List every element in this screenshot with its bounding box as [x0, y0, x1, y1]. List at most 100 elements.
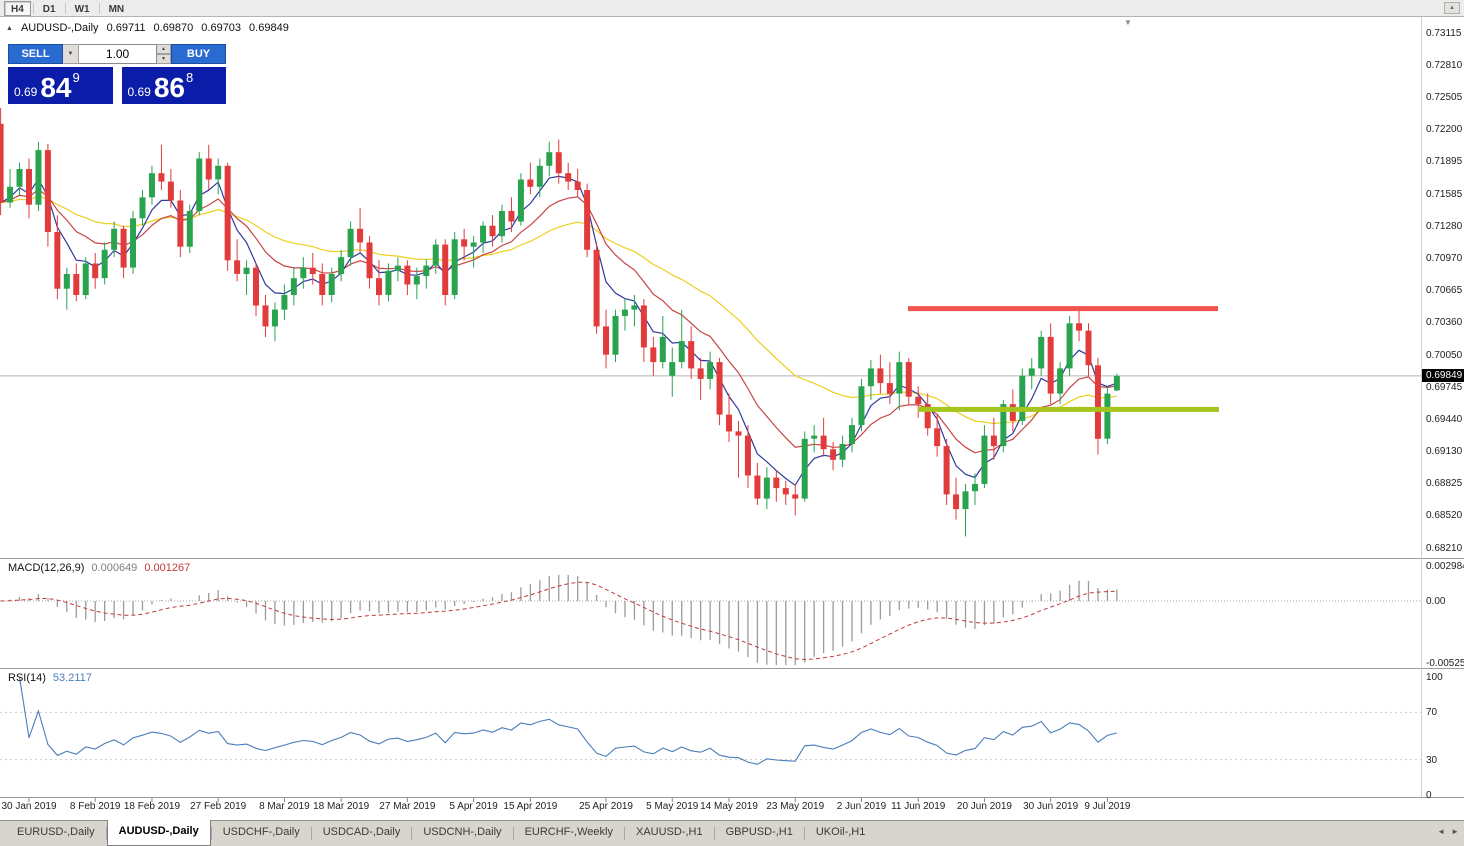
toolbar-separator — [32, 2, 34, 14]
tab-separator — [623, 827, 625, 840]
rsi-axis-label: 70 — [1426, 707, 1438, 719]
bid-price-prefix: 0.69 — [14, 85, 38, 99]
ask-price-big: 86 — [153, 72, 186, 103]
ohlc-open: 0.69711 — [106, 22, 146, 34]
date-axis-label: 23 May 2019 — [766, 801, 825, 812]
price-axis-label: 0.72200 — [1426, 124, 1463, 136]
price-axis-label: 0.72505 — [1426, 92, 1463, 104]
date-axis-label: 5 May 2019 — [646, 801, 699, 812]
tab-usdcnh-daily[interactable]: USDCNH-,Daily — [423, 826, 502, 838]
ohlc-close: 0.69849 — [249, 22, 289, 34]
current-price-badge: 0.69849 — [1422, 369, 1464, 383]
price-axis-label: 0.70970 — [1426, 253, 1463, 265]
symbol-tab-bar: EURUSD-,Daily AUDUSD-,Daily USDCHF-,Daily U… — [0, 820, 1464, 846]
ohlc-high: 0.69870 — [153, 22, 194, 34]
tab-gbpusd-h1[interactable]: GBPUSD-,H1 — [725, 826, 793, 838]
date-axis-label: 25 Apr 2019 — [579, 801, 633, 812]
timeframe-button-w1[interactable]: W1 — [74, 3, 90, 15]
timeframe-button-h4[interactable]: H4 — [4, 0, 31, 16]
tab-scroll-left-icon[interactable]: ◄ — [1437, 827, 1446, 836]
tab-audusd-daily[interactable]: AUDUSD-,Daily — [106, 820, 211, 846]
date-axis-label: 2 Jun 2019 — [836, 801, 887, 812]
date-axis-label: 11 Jun 2019 — [891, 801, 946, 812]
scroll-up-button[interactable]: ▲ — [1444, 2, 1460, 14]
price-axis-label: 0.71585 — [1426, 188, 1463, 200]
timeframe-button-mn[interactable]: MN — [108, 3, 125, 15]
date-axis-label: 30 Jan 2019 — [1, 801, 57, 812]
price-axis-label: 0.68520 — [1426, 510, 1463, 522]
tab-ukoil-h1[interactable]: UKOil-,H1 — [815, 826, 866, 838]
tab-eurusd-daily[interactable]: EURUSD-,Daily — [17, 826, 95, 838]
sell-button[interactable]: SELL — [8, 44, 63, 64]
tab-separator — [713, 827, 715, 840]
date-axis-label: 27 Feb 2019 — [190, 801, 247, 812]
macd-axis-label: -0.005256 — [1426, 658, 1464, 670]
timeframe-toolbar: H4 D1 W1 MN — [0, 0, 1464, 17]
ask-price-box[interactable]: 0.69 86 8 — [121, 67, 226, 104]
date-axis-label: 8 Mar 2019 — [259, 801, 310, 812]
ohlc-low: 0.69703 — [201, 22, 242, 34]
rsi-value: 53.2117 — [52, 672, 92, 684]
macd-signal-value: 0.001267 — [144, 562, 191, 574]
date-axis-label: 9 Jul 2019 — [1084, 801, 1131, 812]
price-axis-label: 0.70050 — [1426, 349, 1463, 361]
volume-input[interactable] — [79, 44, 157, 64]
rsi-axis-label: 0 — [1426, 790, 1432, 801]
price-axis-label: 0.72810 — [1426, 60, 1463, 72]
timeframe-buttons: H4 D1 W1 MN — [4, 0, 131, 16]
price-axis-label: 0.71280 — [1426, 220, 1463, 232]
series-marker-icon: ▲ — [6, 24, 13, 32]
date-axis-label: 30 Jun 2019 — [1023, 801, 1079, 812]
tab-separator — [411, 827, 413, 840]
tab-eurchf-weekly[interactable]: EURCHF-,Weekly — [524, 826, 613, 838]
macd-axis-label: 0.002984 — [1426, 560, 1464, 572]
price-axis-label: 0.73115 — [1426, 28, 1462, 39]
volume-decrease-button[interactable]: ▼ — [157, 54, 171, 64]
price-axis-label: 0.69745 — [1426, 381, 1463, 393]
buy-button[interactable]: BUY — [171, 44, 226, 64]
volume-increase-button[interactable]: ▲ — [157, 44, 171, 54]
tab-scroll-controls: ◄ ► — [1437, 827, 1459, 836]
date-axis-label: 5 Apr 2019 — [449, 801, 498, 812]
date-axis-label: 15 Apr 2019 — [503, 801, 558, 812]
volume-spinner: ▲ ▼ — [157, 44, 171, 64]
tab-separator — [803, 827, 805, 840]
date-axis-label: 18 Mar 2019 — [313, 801, 370, 812]
date-axis-label: 8 Feb 2019 — [69, 801, 121, 812]
price-axis-label: 0.70665 — [1426, 285, 1463, 297]
one-click-trading-panel: SELL ▼ ▲ ▼ BUY 0.69 84 9 0.69 86 8 — [8, 44, 226, 104]
timeframe-button-d1[interactable]: D1 — [42, 3, 56, 15]
bid-ask-prices: 0.69 84 9 0.69 86 8 — [8, 67, 226, 104]
tab-separator — [310, 827, 312, 840]
bid-price-big: 84 — [40, 72, 72, 103]
symbol-tabs: EURUSD-,Daily AUDUSD-,Daily USDCHF-,Daily U… — [6, 820, 876, 846]
tab-separator — [105, 827, 107, 840]
bid-price-pip: 9 — [72, 70, 80, 85]
price-axis-label: 0.71895 — [1426, 156, 1463, 168]
macd-panel-label: MACD(12,26,9) 0.000649 0.001267 — [8, 562, 197, 574]
tab-usdchf-daily[interactable]: USDCHF-,Daily — [222, 826, 300, 838]
rsi-axis-label: 100 — [1426, 672, 1443, 683]
bid-price-box[interactable]: 0.69 84 9 — [8, 67, 113, 104]
toolbar-separator — [98, 2, 100, 14]
tab-separator — [210, 827, 212, 840]
tab-separator — [512, 827, 514, 840]
scroll-to-end-marker-icon[interactable]: ▼ — [1124, 18, 1132, 27]
volume-field-wrap — [79, 44, 157, 64]
tab-scroll-right-icon[interactable]: ► — [1451, 827, 1459, 836]
chart-title-bar: ▲ AUDUSD-,Daily 0.69711 0.69870 0.69703 … — [6, 22, 289, 34]
rsi-axis-label: 30 — [1426, 754, 1438, 766]
price-axis-label: 0.68210 — [1426, 542, 1463, 554]
macd-label: MACD(12,26,9) — [8, 562, 85, 574]
tab-xauusd-h1[interactable]: XAUUSD-,H1 — [635, 826, 703, 838]
trade-order-row: SELL ▼ ▲ ▼ BUY — [8, 44, 226, 64]
ask-price-prefix: 0.69 — [127, 85, 151, 99]
volume-dropdown-button[interactable]: ▼ — [63, 44, 79, 64]
tab-usdcad-daily[interactable]: USDCAD-,Daily — [322, 826, 401, 838]
date-axis-label: 14 May 2019 — [700, 801, 758, 812]
date-axis-label: 18 Feb 2019 — [123, 801, 181, 812]
toolbar-separator — [64, 2, 66, 14]
chart-symbol-period: AUDUSD-,Daily — [20, 22, 99, 34]
